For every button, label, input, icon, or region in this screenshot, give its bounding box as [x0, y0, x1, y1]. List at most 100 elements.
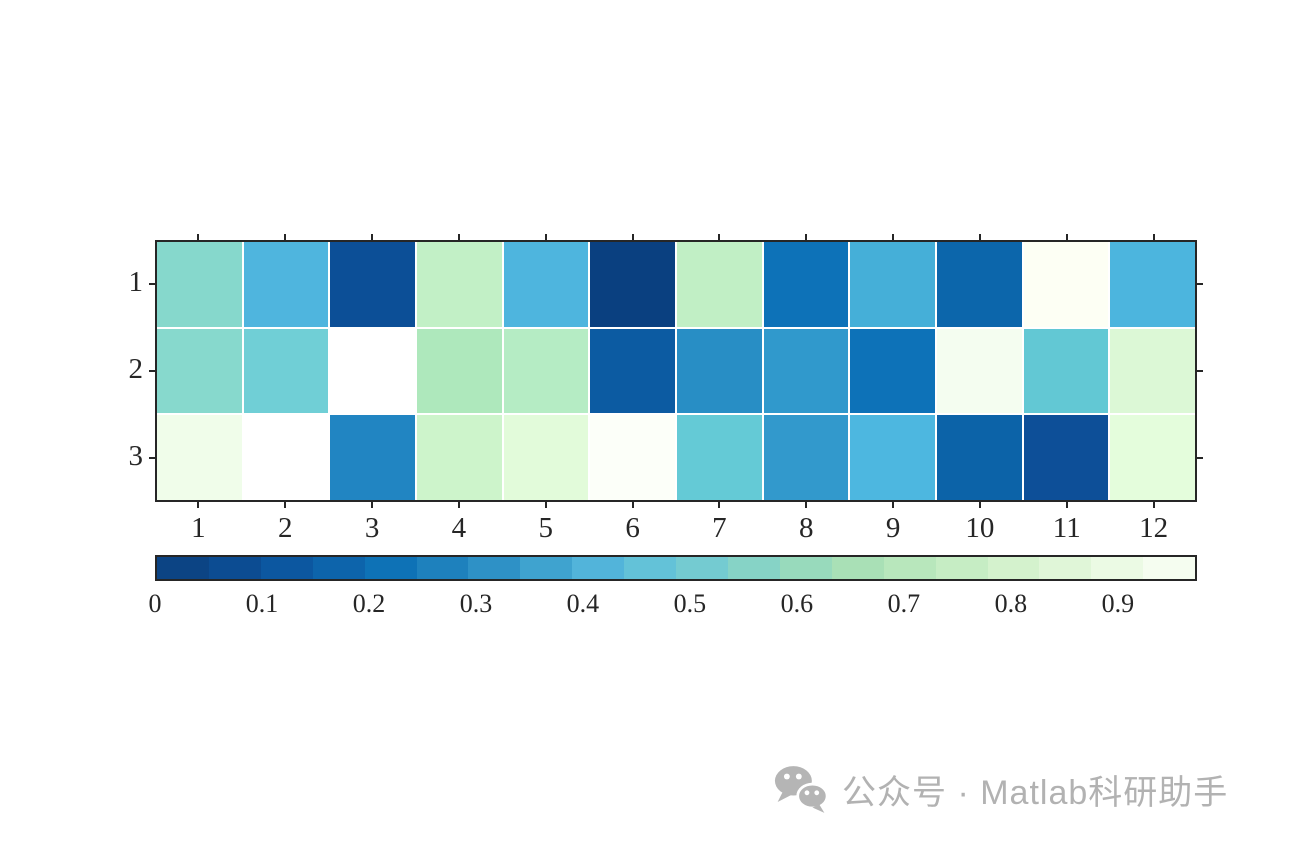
axis-tick [978, 502, 981, 508]
axis-tick [1197, 370, 1203, 372]
x-tick-label: 1 [191, 512, 206, 544]
x-tick-label: 7 [712, 512, 727, 544]
axis-tick [284, 234, 287, 240]
axis-tick [718, 502, 721, 508]
axis-tick [457, 234, 460, 240]
colorbar-segment-19 [1091, 557, 1144, 579]
axis-tick [371, 234, 374, 240]
axis-tick [284, 502, 287, 508]
heatmap-cell-r2c10 [936, 328, 1022, 414]
colorbar-segment-3 [260, 557, 313, 579]
colorbar-segment-4 [312, 557, 365, 579]
heatmap-cell-r2c3 [330, 328, 415, 414]
wechat-icon [774, 766, 829, 813]
colorbar-segment-18 [1039, 557, 1092, 579]
heatmap-cell-r1c12 [1110, 242, 1195, 327]
x-axis-tick-labels: 1 2 3 4 5 6 7 8 9 10 11 12 [155, 512, 1197, 546]
colorbar-tick-label: 0.7 [887, 589, 921, 618]
axis-tick [544, 502, 547, 508]
axis-tick [631, 234, 634, 240]
colorbar-tick-label: 0.8 [994, 589, 1028, 618]
colorbar-segment-11 [676, 557, 728, 579]
heatmap-cell-r3c4 [416, 415, 502, 500]
heatmap-cell-r1c3 [330, 242, 415, 327]
heatmap-cell-r1c9 [850, 242, 935, 327]
x-tick-label: 11 [1052, 512, 1081, 544]
heatmap-cell-r2c4 [416, 328, 502, 414]
axis-tick [978, 234, 981, 240]
heatmap-cell-r2c8 [763, 328, 849, 414]
x-tick-label: 5 [538, 512, 554, 544]
colorbar-segment-1 [157, 557, 209, 579]
x-tick-label: 12 [1139, 512, 1169, 544]
x-tick-label: 3 [364, 512, 380, 544]
heatmap-cell-r1c10 [936, 242, 1022, 327]
axis-tick [149, 457, 155, 460]
heatmap-cell-r3c1 [157, 415, 242, 500]
colorbar-segment-2 [208, 557, 261, 579]
heatmap-cell-r1c8 [763, 242, 849, 327]
y-tick-label: 1 [128, 265, 144, 298]
colorbar-segment-10 [624, 557, 677, 579]
axis-tick [149, 370, 155, 372]
axis-tick [631, 502, 634, 508]
axis-tick [892, 502, 895, 508]
y-tick-label: 3 [128, 440, 144, 473]
heatmap-cell-r1c4 [416, 242, 502, 327]
heatmap-cell-r3c5 [503, 415, 589, 500]
x-tick-label: 6 [625, 512, 640, 544]
colorbar-strip [157, 557, 1196, 579]
heatmap-cell-r1c5 [503, 242, 589, 327]
colorbar-segment-5 [364, 557, 417, 579]
heatmap-cell-r3c10 [936, 415, 1022, 500]
heatmap-cell-r2c11 [1023, 328, 1109, 414]
axis-tick [805, 234, 808, 240]
heatmap-cell-r3c11 [1023, 415, 1109, 500]
heatmap-cell-r3c3 [330, 415, 415, 500]
axis-tick [197, 234, 200, 240]
heatmap-cell-r2c2 [243, 328, 329, 414]
x-tick-label: 8 [799, 512, 814, 544]
colorbar-tick-label: 0 [148, 589, 162, 618]
heatmap-plot [155, 240, 1197, 502]
heatmap-cell-r1c7 [676, 242, 762, 327]
axis-tick [149, 282, 155, 285]
heatmap-cell-r2c1 [157, 328, 242, 414]
heatmap-cell-r2c5 [503, 328, 589, 414]
colorbar-tick-label: 0.1 [245, 589, 279, 618]
colorbar-segment-16 [935, 557, 988, 579]
axis-tick [1065, 234, 1068, 240]
heatmap-cell-r2c6 [590, 328, 675, 414]
watermark: 公众号 · Matlab科研助手 [772, 764, 1228, 814]
x-tick-label: 4 [451, 512, 467, 544]
colorbar-segment-20 [1143, 557, 1196, 579]
axis-tick [892, 234, 895, 240]
axis-tick [805, 502, 808, 508]
colorbar-tick-label: 0.5 [673, 589, 707, 618]
colorbar-segment-6 [416, 557, 469, 579]
x-tick-label: 10 [965, 512, 995, 544]
colorbar-tick-label: 0.2 [352, 589, 386, 618]
axis-tick [1152, 502, 1155, 508]
heatmap-cell-r3c7 [676, 415, 762, 500]
axis-tick [1065, 502, 1068, 508]
y-tick-label: 2 [128, 353, 144, 385]
axis-tick [1197, 282, 1203, 285]
colorbar-tick-labels: 0 0.1 0.2 0.3 0.4 0.5 0.6 0.7 0.8 0.9 [149, 589, 1197, 623]
axis-tick [544, 234, 547, 240]
heatmap-cell-r2c7 [676, 328, 762, 414]
axis-tick [1197, 457, 1203, 460]
colorbar-segment-7 [468, 557, 521, 579]
heatmap-cell-r3c9 [850, 415, 935, 500]
axis-tick [371, 502, 374, 508]
watermark-text: 公众号 · Matlab科研助手 [842, 773, 1229, 812]
colorbar-segment-8 [520, 557, 573, 579]
x-tick-label: 2 [278, 512, 293, 544]
heatmap-grid [157, 242, 1195, 500]
axis-tick [718, 234, 721, 240]
axis-tick [197, 502, 200, 508]
heatmap-cell-r3c8 [763, 415, 849, 500]
heatmap-cell-r1c6 [590, 242, 675, 327]
colorbar-segment-9 [572, 557, 625, 579]
